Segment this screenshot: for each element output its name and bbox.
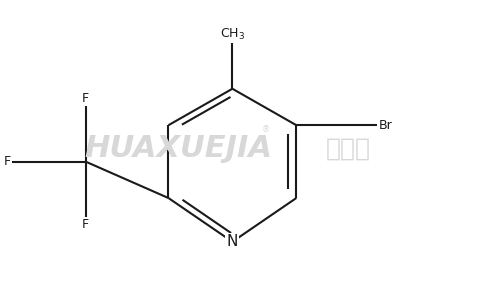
Text: F: F [82, 218, 89, 231]
Text: Br: Br [379, 119, 393, 132]
Text: F: F [82, 92, 89, 105]
Text: HUAXUEJIA: HUAXUEJIA [84, 134, 272, 163]
Text: CH$_3$: CH$_3$ [220, 27, 245, 42]
Text: N: N [227, 234, 238, 249]
Text: ®: ® [262, 125, 270, 134]
Text: 化学加: 化学加 [326, 137, 371, 160]
Text: F: F [4, 155, 11, 168]
